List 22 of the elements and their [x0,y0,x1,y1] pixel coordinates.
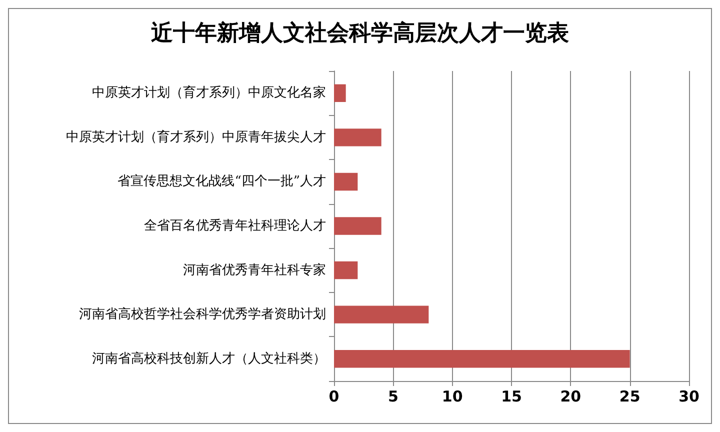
y-tick-label: 中原英才计划（育才系列）中原文化名家 [92,84,326,101]
x-tick-label: 15 [501,388,522,406]
bar [334,128,382,146]
bar [334,172,358,191]
x-tick-label: 20 [560,388,582,406]
x-tick-label: 0 [328,388,340,406]
y-tick-label: 河南省高校哲学社会科学优秀学者资助计划 [79,306,326,322]
bar [334,350,630,368]
x-tick-label: 25 [619,388,640,406]
bar [334,306,429,324]
y-tick-label: 全省百名优秀青年社科理论人才 [144,218,326,234]
bar [334,84,346,102]
bar [334,261,358,280]
y-tick-label: 河南省高校科技创新人才（人文社科类） [92,350,326,366]
y-tick-label: 河南省优秀青年社科专家 [183,262,326,278]
bar [334,217,382,235]
x-tick-label: 30 [678,388,700,406]
x-tick-label: 10 [442,388,463,406]
x-tick-label: 5 [388,388,398,406]
y-tick-label: 中原英才计划（育才系列）中原青年拔尖人才 [66,128,326,145]
y-tick-label: 省宣传思想文化战线“四个一批”人才 [118,173,326,190]
chart-title: 近十年新增人文社会科学高层次人才一览表 [150,20,569,46]
